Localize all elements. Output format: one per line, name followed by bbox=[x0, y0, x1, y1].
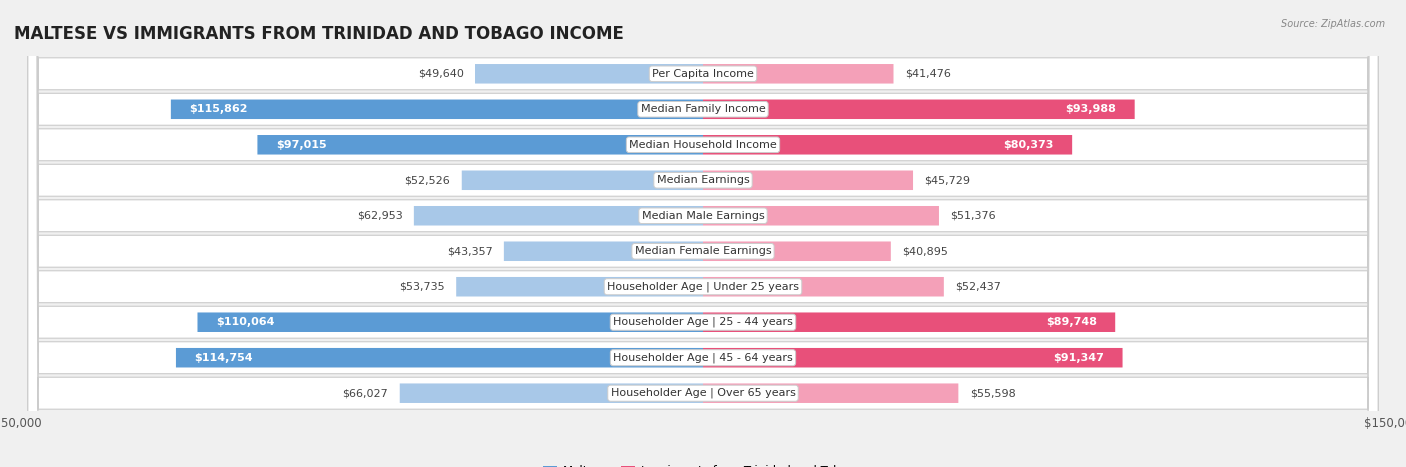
FancyBboxPatch shape bbox=[28, 0, 1378, 467]
Text: $52,437: $52,437 bbox=[955, 282, 1001, 292]
FancyBboxPatch shape bbox=[28, 0, 1378, 467]
Text: $62,953: $62,953 bbox=[357, 211, 402, 221]
Text: $45,729: $45,729 bbox=[925, 175, 970, 185]
Text: Householder Age | 45 - 64 years: Householder Age | 45 - 64 years bbox=[613, 353, 793, 363]
FancyBboxPatch shape bbox=[176, 348, 703, 368]
Text: Median Male Earnings: Median Male Earnings bbox=[641, 211, 765, 221]
Text: $115,862: $115,862 bbox=[190, 104, 247, 114]
FancyBboxPatch shape bbox=[28, 0, 1378, 467]
Text: $43,357: $43,357 bbox=[447, 246, 492, 256]
FancyBboxPatch shape bbox=[461, 170, 703, 190]
FancyBboxPatch shape bbox=[703, 383, 959, 403]
FancyBboxPatch shape bbox=[257, 135, 703, 155]
FancyBboxPatch shape bbox=[703, 241, 891, 261]
Text: Source: ZipAtlas.com: Source: ZipAtlas.com bbox=[1281, 19, 1385, 28]
FancyBboxPatch shape bbox=[456, 277, 703, 297]
FancyBboxPatch shape bbox=[28, 0, 1378, 467]
FancyBboxPatch shape bbox=[475, 64, 703, 84]
FancyBboxPatch shape bbox=[703, 206, 939, 226]
Text: $49,640: $49,640 bbox=[418, 69, 464, 79]
Text: $97,015: $97,015 bbox=[276, 140, 326, 150]
FancyBboxPatch shape bbox=[703, 277, 943, 297]
Text: Median Household Income: Median Household Income bbox=[628, 140, 778, 150]
Text: $52,526: $52,526 bbox=[405, 175, 450, 185]
FancyBboxPatch shape bbox=[28, 0, 1378, 467]
FancyBboxPatch shape bbox=[413, 206, 703, 226]
Legend: Maltese, Immigrants from Trinidad and Tobago: Maltese, Immigrants from Trinidad and To… bbox=[538, 460, 868, 467]
FancyBboxPatch shape bbox=[703, 312, 1115, 332]
FancyBboxPatch shape bbox=[399, 383, 703, 403]
Text: $41,476: $41,476 bbox=[905, 69, 950, 79]
Text: $80,373: $80,373 bbox=[1004, 140, 1053, 150]
Text: MALTESE VS IMMIGRANTS FROM TRINIDAD AND TOBAGO INCOME: MALTESE VS IMMIGRANTS FROM TRINIDAD AND … bbox=[14, 25, 624, 43]
FancyBboxPatch shape bbox=[28, 0, 1378, 467]
Text: Median Earnings: Median Earnings bbox=[657, 175, 749, 185]
Text: Median Family Income: Median Family Income bbox=[641, 104, 765, 114]
FancyBboxPatch shape bbox=[703, 99, 1135, 119]
Text: Householder Age | Under 25 years: Householder Age | Under 25 years bbox=[607, 282, 799, 292]
FancyBboxPatch shape bbox=[503, 241, 703, 261]
Text: Householder Age | Over 65 years: Householder Age | Over 65 years bbox=[610, 388, 796, 398]
Text: $55,598: $55,598 bbox=[970, 388, 1015, 398]
FancyBboxPatch shape bbox=[703, 348, 1122, 368]
Text: $51,376: $51,376 bbox=[950, 211, 995, 221]
FancyBboxPatch shape bbox=[703, 64, 893, 84]
FancyBboxPatch shape bbox=[28, 0, 1378, 467]
FancyBboxPatch shape bbox=[703, 135, 1073, 155]
Text: $110,064: $110,064 bbox=[217, 317, 274, 327]
Text: Per Capita Income: Per Capita Income bbox=[652, 69, 754, 79]
FancyBboxPatch shape bbox=[28, 0, 1378, 467]
Text: Householder Age | 25 - 44 years: Householder Age | 25 - 44 years bbox=[613, 317, 793, 327]
Text: $91,347: $91,347 bbox=[1053, 353, 1104, 363]
FancyBboxPatch shape bbox=[172, 99, 703, 119]
Text: $93,988: $93,988 bbox=[1066, 104, 1116, 114]
Text: $40,895: $40,895 bbox=[903, 246, 948, 256]
Text: $66,027: $66,027 bbox=[343, 388, 388, 398]
Text: $89,748: $89,748 bbox=[1046, 317, 1097, 327]
Text: $114,754: $114,754 bbox=[194, 353, 253, 363]
FancyBboxPatch shape bbox=[197, 312, 703, 332]
Text: $53,735: $53,735 bbox=[399, 282, 444, 292]
FancyBboxPatch shape bbox=[28, 0, 1378, 467]
Text: Median Female Earnings: Median Female Earnings bbox=[634, 246, 772, 256]
FancyBboxPatch shape bbox=[703, 170, 912, 190]
FancyBboxPatch shape bbox=[28, 0, 1378, 467]
